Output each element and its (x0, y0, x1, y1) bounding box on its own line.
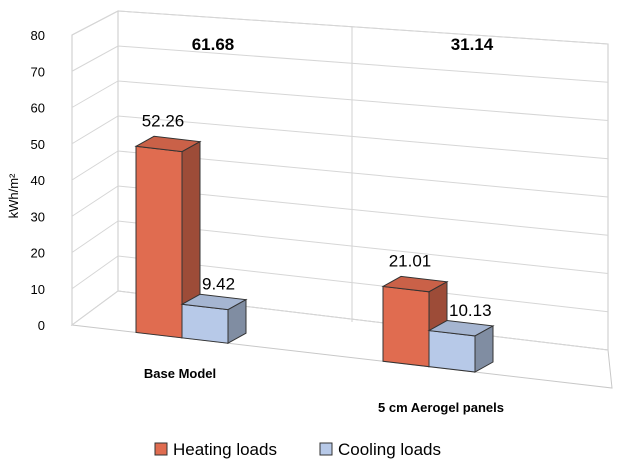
category-label-1: 5 cm Aerogel panels (378, 400, 504, 415)
gridline-60 (71, 80, 609, 121)
bar-heating-loads-0 (134, 135, 202, 339)
legend-label-1: Cooling loads (338, 440, 441, 459)
y-tick-label-70: 70 (31, 64, 45, 79)
y-tick-label-0: 0 (38, 318, 45, 333)
total-label-0: 61.68 (192, 35, 235, 54)
data-label-cooling-loads-0: 9.42 (202, 275, 235, 294)
y-axis-label: kWh/m² (6, 173, 21, 218)
category-label-0: Base Model (144, 366, 216, 381)
bar-front-face (428, 330, 476, 373)
gridline-30 (71, 185, 609, 236)
bar-front-face (382, 285, 430, 368)
legend-swatch-1 (319, 442, 333, 456)
gridline-80 (71, 10, 609, 45)
bar-front-face (181, 303, 229, 344)
bar-cooling-loads-1 (427, 320, 495, 373)
legend-swatch-0 (154, 442, 168, 456)
total-labels: 61.68 31.14 (192, 35, 494, 54)
bars (134, 135, 495, 373)
legend: Heating loads Cooling loads (154, 440, 441, 459)
data-label-heating-loads-0: 52.26 (142, 111, 185, 130)
gridline-40 (71, 150, 609, 198)
y-axis-ticks: 0 10 20 30 40 50 60 70 80 (31, 28, 45, 333)
y-tick-label-20: 20 (31, 246, 45, 261)
gridline-20 (71, 220, 609, 274)
gridline-50 (71, 115, 609, 160)
bar-side-face (474, 325, 494, 373)
y-tick-label-40: 40 (31, 173, 45, 188)
gridline-70 (71, 45, 609, 83)
y-tick-label-60: 60 (31, 101, 45, 116)
total-label-1: 31.14 (451, 35, 494, 54)
y-tick-label-50: 50 (31, 137, 45, 152)
data-label-heating-loads-1: 21.01 (389, 251, 432, 270)
bar-front-face (135, 145, 183, 339)
legend-label-0: Heating loads (173, 440, 277, 459)
category-labels: Base Model 5 cm Aerogel panels (144, 366, 504, 415)
y-tick-label-10: 10 (31, 282, 45, 297)
y-tick-label-30: 30 (31, 209, 45, 224)
y-tick-label-80: 80 (31, 28, 45, 43)
data-label-cooling-loads-1: 10.13 (449, 301, 492, 320)
bar-cooling-loads-0 (180, 293, 248, 345)
bar-side-face (227, 298, 247, 345)
data-labels: 52.26 9.42 21.01 10.13 (142, 111, 492, 320)
